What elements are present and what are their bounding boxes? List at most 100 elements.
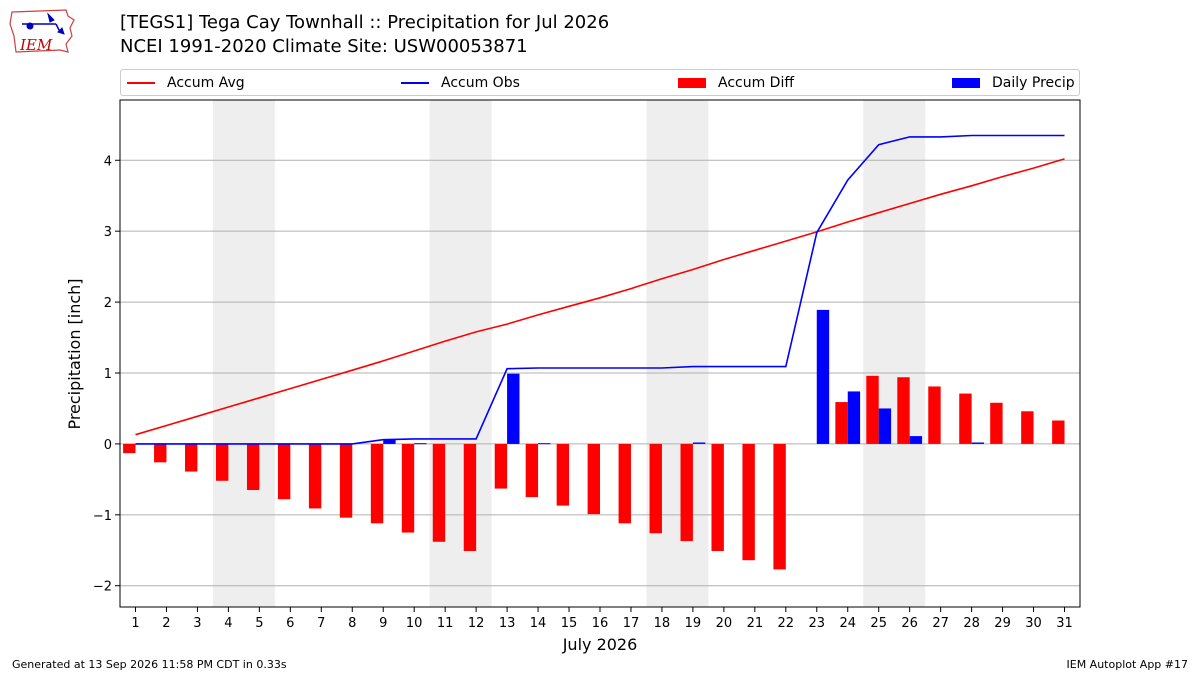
x-tick-label: 11 (437, 616, 454, 631)
y-tick-label: 2 (104, 296, 112, 311)
x-tick-label: 3 (193, 616, 201, 631)
x-tick-label: 27 (932, 616, 949, 631)
bar-accum-diff-day-18 (649, 443, 662, 534)
y-tick-label: −1 (93, 509, 112, 524)
bar-series (123, 309, 1065, 570)
legend-swatch-accum-avg (127, 81, 155, 84)
x-tick-label: 17 (623, 616, 640, 631)
weekend-band-4 (863, 100, 926, 607)
bar-daily-precip-day-28 (971, 442, 984, 444)
iem-logo: IEM (9, 9, 75, 54)
logo-text: IEM (19, 36, 53, 54)
bar-accum-diff-day-11 (432, 443, 446, 542)
legend-swatch-daily-precip (952, 77, 980, 88)
bar-accum-diff-day-6 (277, 443, 291, 500)
y-tick-label: 3 (104, 225, 112, 240)
bar-daily-precip-day-23 (816, 309, 830, 444)
bar-accum-diff-day-19 (680, 443, 693, 542)
legend-item-accum-obs: Accum Obs (401, 70, 520, 95)
x-tick-label: 29 (994, 616, 1011, 631)
legend-label-accum-obs: Accum Obs (441, 74, 520, 91)
x-tick-label: 7 (317, 616, 325, 631)
bar-accum-diff-day-2 (154, 443, 167, 463)
bar-daily-precip-day-26 (909, 436, 923, 444)
footer-generated: Generated at 13 Sep 2026 11:58 PM CDT in… (12, 658, 287, 671)
x-tick-label: 9 (379, 616, 387, 631)
bar-accum-diff-day-29 (990, 402, 1003, 444)
legend-label-daily-precip: Daily Precip (992, 74, 1075, 91)
x-tick-label: 1 (131, 616, 139, 631)
x-tick-label: 24 (839, 616, 856, 631)
bar-accum-diff-day-7 (308, 443, 322, 509)
bar-accum-diff-day-21 (742, 443, 755, 561)
bar-accum-diff-day-25 (866, 375, 879, 444)
y-tick-label: 0 (104, 438, 112, 453)
legend-label-accum-diff: Accum Diff (718, 74, 795, 91)
bar-accum-diff-day-27 (928, 386, 941, 444)
bar-daily-precip-day-10 (414, 443, 427, 445)
y-tick-label: 4 (104, 154, 112, 169)
legend-item-accum-diff: Accum Diff (678, 70, 794, 95)
bar-accum-diff-day-17 (618, 443, 631, 524)
y-axis-label: Precipitation [inch] (65, 278, 84, 429)
x-tick-label: 6 (286, 616, 294, 631)
x-axis-ticks: 1 2 3 4 5 6 7 8 9 10 11 12 13 14 15 16 17 18 19 20 21 22 23 24 2… (131, 607, 1073, 631)
legend: Accum Avg Accum Obs Accum Diff Daily Pre… (120, 69, 1080, 96)
bar-accum-diff-day-15 (556, 443, 570, 506)
chart-title: [TEGS1] Tega Cay Townhall :: Precipitati… (120, 12, 610, 33)
y-tick-label: −2 (93, 580, 112, 595)
bar-daily-precip-day-9 (383, 439, 396, 444)
line-accum-obs (135, 134, 1065, 445)
bar-accum-diff-day-13 (494, 443, 508, 489)
x-tick-label: 8 (348, 616, 356, 631)
bar-accum-diff-day-9 (370, 443, 384, 524)
bar-accum-diff-day-26 (897, 377, 910, 444)
chart-subtitle: NCEI 1991-2020 Climate Site: USW00053871 (120, 36, 528, 57)
weather-instruments-icon (22, 12, 65, 35)
x-tick-label: 30 (1025, 616, 1042, 631)
bar-accum-diff-day-12 (463, 443, 477, 551)
line-series (135, 134, 1065, 445)
legend-item-daily-precip: Daily Precip (952, 70, 1075, 95)
x-tick-label: 12 (468, 616, 485, 631)
bar-accum-diff-day-5 (246, 443, 260, 490)
legend-swatch-accum-obs (401, 81, 429, 84)
bar-accum-diff-day-3 (185, 443, 198, 472)
x-tick-label: 31 (1056, 616, 1073, 631)
x-axis-label: July 2026 (562, 635, 638, 654)
x-tick-label: 22 (778, 616, 795, 631)
legend-label-accum-avg: Accum Avg (167, 74, 245, 91)
x-tick-label: 5 (255, 616, 263, 631)
x-tick-label: 23 (809, 616, 826, 631)
x-tick-label: 15 (561, 616, 578, 631)
x-tick-label: 21 (747, 616, 764, 631)
x-tick-label: 16 (592, 616, 609, 631)
bar-daily-precip-day-19 (692, 442, 706, 444)
x-tick-label: 14 (530, 616, 547, 631)
line-accum-avg (135, 158, 1065, 436)
x-tick-label: 10 (406, 616, 423, 631)
x-tick-label: 25 (870, 616, 887, 631)
x-tick-label: 26 (901, 616, 918, 631)
bar-accum-diff-day-28 (959, 393, 972, 444)
y-gridlines (120, 159, 1080, 587)
x-tick-label: 20 (716, 616, 733, 631)
x-tick-label: 18 (654, 616, 671, 631)
bar-accum-diff-day-4 (216, 443, 229, 481)
bar-accum-diff-day-31 (1052, 420, 1065, 444)
x-tick-label: 4 (224, 616, 232, 631)
bar-accum-diff-day-16 (587, 443, 600, 515)
x-tick-label: 19 (685, 616, 702, 631)
legend-item-accum-avg: Accum Avg (127, 70, 245, 95)
bar-accum-diff-day-8 (339, 443, 353, 518)
weekend-band-1 (212, 100, 275, 607)
bar-accum-diff-day-14 (525, 443, 539, 498)
weekend-shading (212, 100, 926, 607)
bar-accum-diff-day-24 (835, 402, 848, 444)
bar-daily-precip-day-24 (847, 391, 861, 444)
bar-accum-diff-day-22 (773, 443, 786, 570)
x-tick-label: 28 (963, 616, 980, 631)
bar-daily-precip-day-13 (507, 373, 520, 444)
x-tick-label: 2 (162, 616, 170, 631)
legend-swatch-accum-diff (678, 77, 706, 88)
